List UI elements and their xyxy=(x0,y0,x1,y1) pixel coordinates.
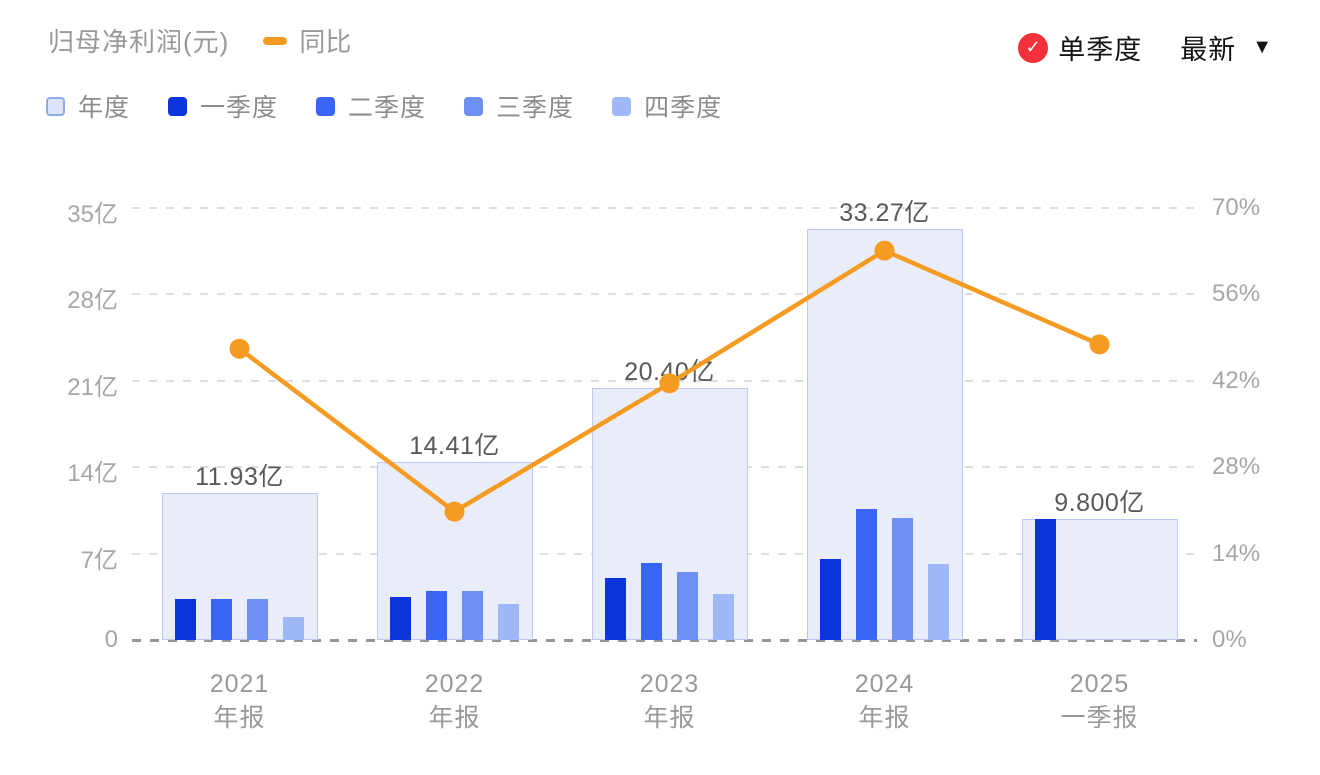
annual-value-label: 11.93亿 xyxy=(195,462,284,491)
x-axis-label: 2025 一季报 xyxy=(1060,670,1139,732)
x-axis-label: 2024 年报 xyxy=(854,670,915,732)
q3-swatch-icon xyxy=(464,96,484,116)
annual-value-label: 20.40亿 xyxy=(624,358,715,387)
quarter-bar[interactable] xyxy=(892,517,913,640)
legend-label: 一季度 xyxy=(200,94,279,122)
quarter-bar[interactable] xyxy=(390,596,411,640)
quarter-bar[interactable] xyxy=(247,598,268,640)
quarter-bar[interactable] xyxy=(605,578,626,640)
gridline xyxy=(132,293,1197,296)
latest-dropdown[interactable]: 最新 ▼ xyxy=(1180,28,1272,67)
y-axis-left-tick: 7亿 xyxy=(80,546,118,574)
legend-label: 三季度 xyxy=(496,94,575,122)
legend-label: 二季度 xyxy=(348,94,427,122)
gridline xyxy=(132,207,1197,209)
quarter-bar[interactable] xyxy=(175,598,196,640)
checkmark-icon[interactable]: ✓ xyxy=(1018,32,1049,63)
q1-swatch-icon xyxy=(168,96,188,116)
y-axis-right-tick: 42% xyxy=(1212,366,1261,394)
quarter-bar[interactable] xyxy=(426,590,447,640)
quarter-bar[interactable] xyxy=(462,590,483,640)
y-axis-right-tick: 14% xyxy=(1212,539,1261,567)
quarter-bar[interactable] xyxy=(1035,519,1056,640)
single-quarter-toggle[interactable]: 单季度 xyxy=(1058,35,1143,65)
y-axis-left-tick: 28亿 xyxy=(67,287,118,315)
q4-swatch-icon xyxy=(612,96,632,116)
q2-swatch-icon xyxy=(316,96,336,116)
y-axis-left-tick: 35亿 xyxy=(67,201,118,228)
y-axis-right-tick: 56% xyxy=(1212,280,1261,308)
quarter-bar[interactable] xyxy=(713,594,734,640)
y-axis-right-tick: 70% xyxy=(1212,194,1261,221)
quarter-bar[interactable] xyxy=(677,572,698,640)
y-axis-right-tick: 0% xyxy=(1212,626,1247,653)
quarter-bar[interactable] xyxy=(211,598,232,640)
chart-title: 归母净利润(元) xyxy=(48,27,230,57)
y-axis-left-tick: 21亿 xyxy=(67,373,118,401)
y-axis-right-tick: 28% xyxy=(1212,453,1261,481)
yoy-line-swatch-icon xyxy=(263,36,288,45)
latest-dropdown-label: 最新 xyxy=(1180,35,1237,65)
x-axis-label: 2021 年报 xyxy=(209,670,270,732)
annual-value-label: 33.27亿 xyxy=(839,199,930,228)
annual-value-label: 14.41亿 xyxy=(409,432,500,461)
quarter-bar[interactable] xyxy=(283,616,304,640)
quarter-bar[interactable] xyxy=(820,558,841,640)
x-axis-label: 2022 年报 xyxy=(424,670,485,732)
legend-label: 四季度 xyxy=(644,94,723,122)
yoy-line-legend[interactable]: 同比 xyxy=(263,22,351,59)
annual-value-label: 9.800亿 xyxy=(1054,489,1145,518)
y-axis-left-tick: 0 xyxy=(104,626,118,653)
legend-item-q4[interactable]: 四季度 xyxy=(612,88,722,124)
chart-header: 归母净利润(元) 同比 xyxy=(48,22,351,59)
gridline xyxy=(132,639,1197,642)
chevron-down-icon: ▼ xyxy=(1252,36,1272,58)
legend-label: 年度 xyxy=(78,94,131,122)
yoy-data-point[interactable] xyxy=(229,338,250,359)
legend-item-q2[interactable]: 二季度 xyxy=(316,88,426,124)
y-axis-left-tick: 14亿 xyxy=(67,460,118,488)
bar-legend: 年度 一季度 二季度 三季度 四季度 xyxy=(46,88,722,124)
yoy-data-point[interactable] xyxy=(1089,334,1110,355)
chart-controls: ✓ 单季度 最新 ▼ xyxy=(1018,28,1272,67)
quarter-bar[interactable] xyxy=(928,563,949,640)
legend-item-q3[interactable]: 三季度 xyxy=(464,88,574,124)
legend-item-annual[interactable]: 年度 xyxy=(46,88,130,124)
annual-swatch-icon xyxy=(46,96,65,116)
quarter-bar[interactable] xyxy=(498,604,519,640)
x-axis-label: 2023 年报 xyxy=(639,670,700,732)
yoy-line-legend-label: 同比 xyxy=(299,27,352,57)
legend-item-q1[interactable]: 一季度 xyxy=(168,88,278,124)
quarter-bar[interactable] xyxy=(641,563,662,640)
quarter-bar[interactable] xyxy=(856,509,877,640)
